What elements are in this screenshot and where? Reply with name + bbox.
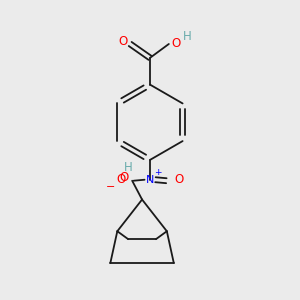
Text: O: O: [116, 173, 125, 186]
Text: N: N: [146, 175, 154, 185]
Text: H: H: [183, 30, 191, 43]
Text: −: −: [106, 182, 116, 192]
Text: +: +: [154, 168, 161, 177]
Text: O: O: [120, 171, 129, 184]
Text: O: O: [175, 173, 184, 186]
Text: H: H: [124, 161, 133, 174]
Text: O: O: [118, 35, 128, 48]
Text: O: O: [172, 37, 181, 50]
